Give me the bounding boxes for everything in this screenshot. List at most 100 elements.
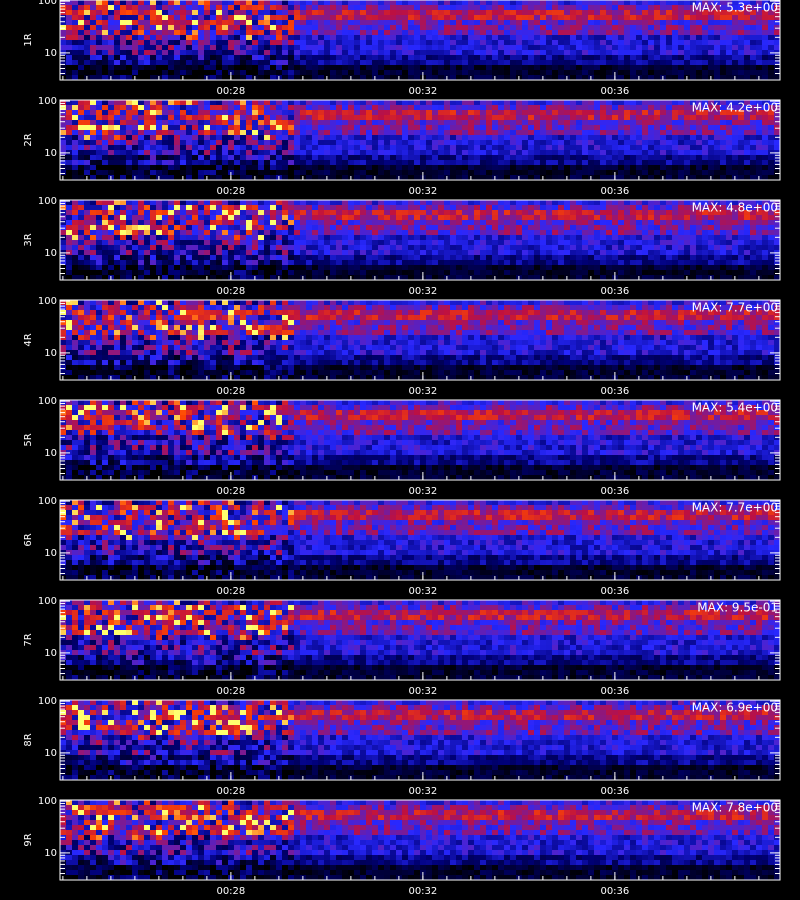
heatmap-cell — [168, 50, 174, 55]
heatmap-cell — [312, 30, 318, 35]
heatmap-cell — [168, 230, 174, 235]
heatmap-cell — [342, 35, 348, 40]
heatmap-cell — [486, 5, 492, 10]
heatmap-cell — [246, 10, 252, 15]
heatmap-cell — [126, 75, 132, 80]
heatmap-cell — [624, 55, 630, 60]
heatmap-cell — [744, 220, 750, 225]
heatmap-cell — [96, 200, 102, 205]
heatmap-cell — [450, 205, 456, 210]
heatmap-cell — [564, 125, 570, 130]
heatmap-cell — [402, 110, 408, 115]
heatmap-cell — [420, 120, 426, 125]
heatmap-cell — [252, 100, 258, 105]
heatmap-cell — [168, 0, 174, 5]
heatmap-cell — [288, 10, 294, 15]
heatmap-cell — [636, 45, 642, 50]
heatmap-cell — [570, 70, 576, 75]
heatmap-cell — [384, 30, 390, 35]
heatmap-cell — [480, 150, 486, 155]
heatmap-cell — [762, 125, 768, 130]
heatmap-cell — [696, 210, 702, 215]
heatmap-cell — [324, 65, 330, 70]
heatmap-cell — [348, 225, 354, 230]
heatmap-cell — [648, 30, 654, 35]
heatmap-cell — [768, 125, 774, 130]
heatmap-cell — [444, 220, 450, 225]
heatmap-cell — [612, 200, 618, 205]
heatmap-cell — [276, 55, 282, 60]
heatmap-cell — [468, 25, 474, 30]
heatmap-cell — [168, 105, 174, 110]
heatmap-cell — [564, 65, 570, 70]
heatmap-cell — [396, 235, 402, 240]
heatmap-cell — [612, 35, 618, 40]
heatmap-cell — [450, 125, 456, 130]
heatmap-cell — [690, 25, 696, 30]
heatmap-cell — [528, 45, 534, 50]
heatmap-cell — [438, 15, 444, 20]
heatmap-cell — [192, 150, 198, 155]
heatmap-cell — [174, 120, 180, 125]
heatmap-cell — [126, 135, 132, 140]
heatmap-cell — [444, 150, 450, 155]
heatmap-cell — [114, 65, 120, 70]
heatmap-cell — [624, 20, 630, 25]
heatmap-cell — [162, 165, 168, 170]
heatmap-cell — [348, 60, 354, 65]
heatmap-cell — [246, 50, 252, 55]
heatmap-cell — [60, 240, 66, 245]
heatmap-cell — [108, 0, 114, 5]
heatmap-cell — [648, 220, 654, 225]
heatmap-cell — [312, 5, 318, 10]
heatmap-cell — [408, 105, 414, 110]
heatmap-cell — [234, 145, 240, 150]
heatmap-cell — [66, 5, 72, 10]
heatmap-cell — [726, 40, 732, 45]
heatmap-cell — [144, 75, 150, 80]
heatmap-cell — [714, 205, 720, 210]
heatmap-cell — [216, 60, 222, 65]
heatmap-cell — [498, 225, 504, 230]
heatmap-cell — [282, 165, 288, 170]
heatmap-cell — [246, 130, 252, 135]
heatmap-cell — [540, 155, 546, 160]
heatmap-cell — [336, 75, 342, 80]
heatmap-cell — [462, 10, 468, 15]
heatmap-cell — [180, 100, 186, 105]
heatmap-cell — [342, 105, 348, 110]
y-tick-label: 100 — [38, 96, 57, 107]
heatmap-cell — [348, 65, 354, 70]
heatmap-cell — [318, 105, 324, 110]
x-tick-label: 00:32 — [408, 186, 437, 197]
heatmap-cell — [702, 155, 708, 160]
heatmap-cell — [66, 0, 72, 5]
heatmap-cell — [324, 225, 330, 230]
heatmap-cell — [690, 55, 696, 60]
heatmap-cell — [474, 110, 480, 115]
heatmap-cell — [594, 75, 600, 80]
heatmap-cell — [738, 110, 744, 115]
heatmap-cell — [774, 25, 780, 30]
heatmap-cell — [504, 135, 510, 140]
heatmap-cell — [774, 120, 780, 125]
heatmap-cell — [762, 0, 768, 5]
heatmap-cell — [366, 235, 372, 240]
heatmap-cell — [768, 15, 774, 20]
heatmap-cell — [618, 200, 624, 205]
heatmap-cell — [156, 30, 162, 35]
heatmap-cell — [114, 130, 120, 135]
heatmap-cell — [318, 235, 324, 240]
heatmap-cell — [66, 230, 72, 235]
heatmap-cell — [606, 50, 612, 55]
heatmap-cell — [390, 0, 396, 5]
heatmap-cell — [474, 135, 480, 140]
heatmap-cell — [120, 150, 126, 155]
heatmap-cell — [660, 110, 666, 115]
heatmap-cell — [744, 75, 750, 80]
heatmap-cell — [408, 125, 414, 130]
heatmap-cell — [282, 205, 288, 210]
heatmap-cell — [258, 140, 264, 145]
heatmap-cell — [222, 150, 228, 155]
heatmap-cell — [90, 155, 96, 160]
